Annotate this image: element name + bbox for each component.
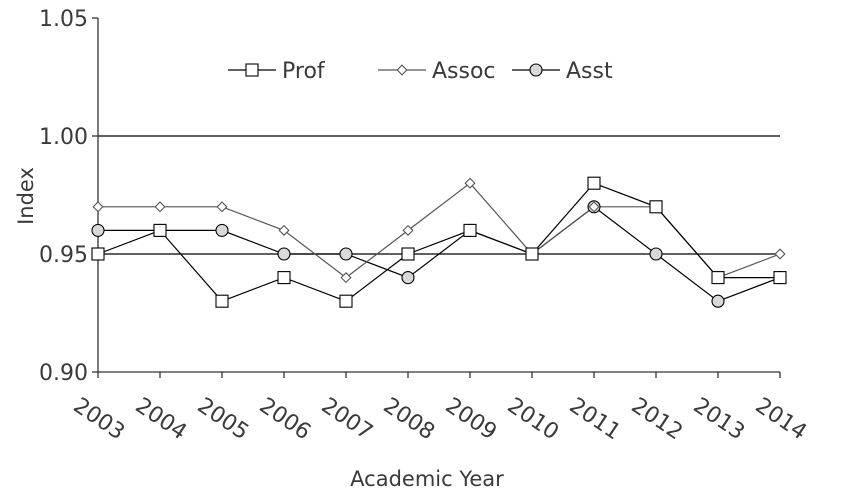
data-point-assoc	[92, 201, 104, 213]
legend-label-prof: Prof	[282, 59, 326, 84]
x-tick-label: 2011	[565, 393, 625, 445]
x-tick-label: 2008	[379, 393, 439, 445]
data-point-asst	[277, 247, 291, 261]
x-tick-label: 2009	[441, 393, 501, 445]
x-tick-label: 2012	[627, 393, 687, 445]
data-point-prof	[153, 223, 167, 237]
data-point-asst	[711, 294, 725, 308]
data-point-asst	[339, 247, 353, 261]
y-tick-label: 1.05	[39, 7, 88, 32]
y-axis-title: Index	[14, 167, 38, 225]
data-point-prof	[401, 247, 415, 261]
legend-marker-prof	[245, 63, 259, 77]
data-point-prof	[463, 223, 477, 237]
legend-marker-assoc	[396, 64, 408, 76]
series-line-prof	[97, 182, 780, 302]
legend: Prof Assoc Asst	[228, 59, 613, 84]
legend-marker-asst	[529, 63, 543, 77]
data-point-assoc	[464, 177, 476, 189]
data-point-prof	[587, 176, 601, 190]
data-point-assoc	[774, 248, 786, 260]
data-point-assoc	[154, 201, 166, 213]
x-tick-label: 2007	[317, 393, 377, 445]
data-point-prof	[339, 294, 353, 308]
x-tick-label: 2006	[255, 393, 315, 445]
data-point-prof	[773, 271, 787, 285]
x-axis-title: Academic Year	[350, 467, 504, 491]
x-tick-label: 2003	[69, 393, 129, 445]
series-line-asst	[98, 206, 781, 302]
data-point-asst	[401, 271, 415, 285]
data-point-assoc	[278, 224, 290, 236]
data-point-asst	[649, 247, 663, 261]
data-point-asst	[215, 223, 229, 237]
series-layer	[91, 176, 787, 308]
x-tick-label: 2005	[193, 393, 253, 445]
data-point-assoc	[340, 272, 352, 284]
data-point-prof	[215, 294, 229, 308]
data-point-assoc	[216, 201, 228, 213]
legend-label-asst: Asst	[566, 59, 613, 84]
data-point-prof	[91, 247, 105, 261]
x-tick-label: 2013	[689, 393, 749, 445]
y-tick-label: 1.00	[39, 125, 88, 150]
legend-label-assoc: Assoc	[432, 59, 496, 84]
y-tick-label: 0.90	[39, 361, 88, 386]
data-point-prof	[277, 271, 291, 285]
x-tick-label: 2014	[751, 393, 811, 445]
data-point-assoc	[588, 201, 600, 213]
grid-layer	[98, 135, 780, 255]
data-point-prof	[649, 200, 663, 214]
y-tick-label: 0.95	[39, 243, 88, 268]
data-point-prof	[525, 247, 539, 261]
x-tick-label: 2010	[503, 393, 563, 445]
x-tick-label: 2004	[131, 393, 191, 445]
data-point-assoc	[402, 224, 414, 236]
data-point-asst	[91, 223, 105, 237]
data-point-prof	[711, 271, 725, 285]
